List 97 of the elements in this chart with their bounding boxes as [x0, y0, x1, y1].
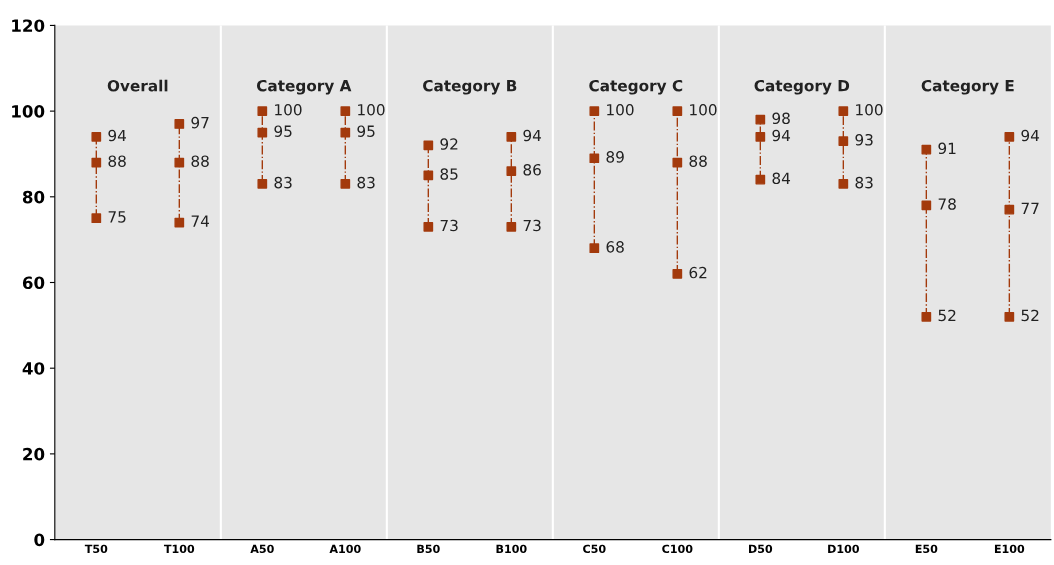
y-tick-label: 20 — [23, 447, 45, 461]
point — [838, 179, 849, 189]
y-tick-label: 60 — [22, 276, 45, 290]
data-label: 94 — [772, 129, 791, 142]
point — [340, 106, 351, 116]
point — [1004, 311, 1015, 322]
point — [91, 131, 102, 142]
point — [340, 127, 351, 138]
data-label: 91 — [938, 142, 956, 155]
point — [921, 311, 932, 322]
y-tick-label: 0 — [34, 533, 45, 547]
point — [506, 221, 517, 232]
point — [672, 269, 683, 279]
point — [1004, 204, 1015, 215]
data-label: 83 — [855, 176, 873, 189]
data-label: 52 — [938, 309, 956, 322]
data-label: 75 — [108, 211, 126, 223]
data-label: 93 — [855, 133, 873, 146]
data-label: 73 — [523, 219, 541, 232]
x-tick-label: A100 — [329, 544, 361, 554]
point — [672, 106, 683, 116]
point — [838, 136, 849, 146]
y-tick-label: 100 — [12, 105, 45, 118]
data-label: 95 — [357, 125, 375, 137]
point — [257, 106, 268, 116]
point — [921, 200, 932, 211]
x-tick-label: D50 — [749, 544, 773, 554]
point — [589, 153, 600, 164]
x-tick-label: B50 — [417, 544, 440, 554]
data-label: 88 — [191, 155, 209, 167]
data-label: 94 — [108, 129, 126, 142]
data-label: 94 — [1021, 129, 1040, 142]
data-label: 84 — [772, 172, 791, 185]
data-label: 83 — [357, 176, 375, 189]
data-label: 88 — [108, 155, 126, 167]
point — [672, 157, 683, 168]
data-label: 100 — [275, 103, 302, 116]
data-label: 92 — [440, 138, 458, 150]
annotation: Category B — [423, 79, 517, 95]
point — [589, 243, 600, 254]
point — [257, 127, 268, 138]
data-label: 100 — [358, 103, 385, 116]
data-label: 89 — [606, 151, 624, 163]
point — [91, 157, 102, 168]
data-label: 100 — [607, 103, 634, 116]
annotation: Category C — [589, 79, 683, 95]
x-tick-label: T50 — [84, 544, 108, 554]
data-label: 52 — [1021, 309, 1039, 322]
data-label: 77 — [1021, 202, 1039, 214]
x-tick-label: D100 — [828, 544, 860, 554]
point — [1004, 131, 1015, 142]
data-label: 85 — [440, 168, 458, 180]
x-tick-label: C50 — [583, 544, 606, 554]
x-tick-label: C100 — [662, 544, 693, 554]
y-tick-label: 80 — [22, 190, 45, 204]
data-label: 78 — [938, 198, 956, 210]
x-tick-label: T100 — [163, 544, 195, 554]
point — [755, 174, 766, 185]
point — [423, 221, 434, 232]
data-label: 100 — [690, 103, 717, 116]
annotation: Category E — [921, 79, 1014, 95]
point — [755, 114, 766, 125]
point — [91, 213, 102, 224]
data-label: 62 — [689, 266, 707, 279]
data-label: 86 — [523, 163, 541, 176]
point — [921, 144, 932, 155]
annotation: Category D — [754, 79, 850, 95]
point — [838, 106, 849, 116]
data-label: 83 — [274, 176, 292, 189]
y-tick-label: 120 — [12, 19, 45, 32]
x-tick-label: A50 — [250, 544, 274, 554]
point — [174, 157, 185, 168]
x-tick-label: E100 — [994, 544, 1025, 554]
point — [506, 131, 517, 142]
data-label: 95 — [274, 125, 292, 137]
point — [340, 179, 351, 189]
x-tick-label: E50 — [915, 544, 938, 554]
y-tick-label: 40 — [22, 362, 45, 375]
data-label: 88 — [689, 155, 707, 167]
data-label: 68 — [606, 241, 624, 253]
data-label: 97 — [191, 116, 209, 129]
point — [589, 106, 600, 116]
point — [257, 179, 268, 189]
point — [755, 131, 766, 142]
annotation: Overall — [107, 79, 168, 92]
data-label: 100 — [856, 103, 883, 116]
point — [174, 217, 185, 228]
annotation: Category A — [256, 79, 352, 95]
point — [423, 140, 434, 151]
point — [506, 166, 517, 176]
point — [174, 119, 185, 129]
point — [423, 170, 434, 181]
data-label: 73 — [440, 219, 458, 232]
data-label: 94 — [523, 129, 542, 142]
x-tick-label: B100 — [496, 544, 527, 554]
data-label: 74 — [191, 215, 210, 227]
data-label: 98 — [772, 112, 790, 125]
